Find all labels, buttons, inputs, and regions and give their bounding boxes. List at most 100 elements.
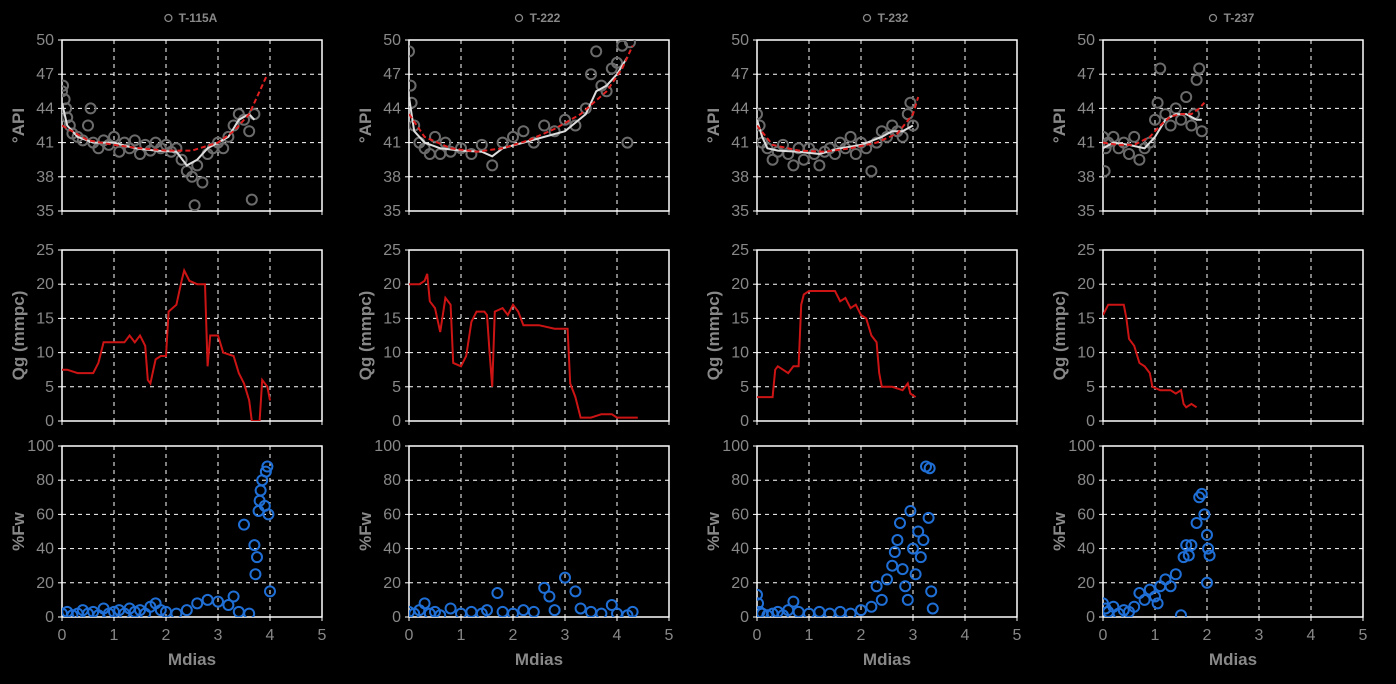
well-2-api-ylabel: °API: [356, 108, 375, 143]
well-3-api-point-31: [904, 96, 917, 109]
well-4-fw-xlabel: Mdias: [1209, 650, 1257, 669]
well-3-api-point-8: [787, 159, 800, 172]
well-4-api-ytick-label-4: 47: [1077, 66, 1095, 83]
well-1-fw-point-41: [262, 508, 275, 521]
well-4-fw-point-11: [1149, 590, 1161, 603]
well-4-fw-panel: 0 20 40 60 80 100 0 1 2 3 4 5 %Fw Mdias: [1050, 438, 1368, 669]
well-4-qg-ytick-label-5: 25: [1077, 242, 1095, 259]
well-2-api-ytick-label-4: 47: [383, 66, 401, 83]
well-1-fw-ytick-label-5: 100: [27, 438, 54, 455]
well-4-fw-point-22: [1190, 516, 1203, 529]
well-2-fw-point-11: [481, 604, 493, 617]
well-2-api-point-21: [559, 113, 571, 126]
well-1-fw-point-39: [259, 465, 272, 478]
well-3-fw-xlabel: Mdias: [863, 650, 911, 669]
well-1-fw-ytick-label-2: 40: [36, 541, 54, 558]
well-2-api-ytick-label-1: 38: [383, 169, 401, 186]
well-2-title-text: T-222: [530, 11, 561, 25]
well-3-api-point-32: [907, 119, 919, 132]
well-3-fw-point-26: [899, 580, 912, 593]
well-2-api-point-29: [611, 56, 623, 69]
well-3-fw-ytick-label-4: 80: [731, 472, 749, 489]
well-1-api-ytick-label-0: 35: [36, 203, 54, 220]
well-4-fw-point-10: [1143, 583, 1156, 596]
well-4-fw-ytick-label-1: 20: [1077, 575, 1095, 592]
well-1-fw-xtick-label-2: 2: [162, 627, 171, 644]
well-3-fw-point-37: [925, 585, 938, 598]
well-2-fw-point-7: [444, 602, 457, 615]
well-4-api-point-16: [1164, 119, 1177, 132]
well-2-api-point-16: [507, 130, 519, 143]
well-4-api-plot-area: [1103, 62, 1208, 178]
well-1-fw-point-36: [254, 484, 267, 497]
well-1-fw-point-21: [170, 607, 183, 617]
well-4-api-point-24: [1195, 125, 1208, 138]
well-4-fw-point-16: [1169, 568, 1182, 581]
well-4-fw-point-15: [1164, 580, 1177, 593]
well-2-fw-xtick-label-1: 1: [457, 627, 466, 644]
well-2-api-point-24: [585, 68, 597, 81]
well-1-fw-frame: [61, 445, 323, 618]
well-2-api-panel: 35 38 41 44 47 50 °API: [356, 32, 670, 220]
well-3-fw-point-33: [917, 534, 930, 547]
well-2-fw-point-19: [548, 604, 561, 617]
well-2-fw-xtick-label-4: 4: [613, 627, 622, 644]
well-1-api-ytick-label-2: 41: [36, 135, 54, 152]
well-2-fw-point-22: [574, 602, 587, 615]
well-3-fw-point-23: [891, 534, 904, 547]
well-4-fw-ylabel: %Fw: [1050, 511, 1069, 551]
well-4-qg-ytick-label-0: 0: [1086, 413, 1095, 430]
well-2-fw-panel: 0 20 40 60 80 100 0 1 2 3 4 5 %Fw Mdias: [356, 438, 674, 669]
well-3-fw-point-19: [875, 593, 888, 606]
well-1-fw-point-24: [201, 593, 214, 606]
well-4-qg-ytick-label-1: 5: [1086, 379, 1095, 396]
well-1-qg-panel: 0 5 10 15 20 25 Qg (mmpc): [9, 242, 323, 430]
well-4-fw-ytick-label-5: 100: [1068, 438, 1095, 455]
well-3-fw-xtick-label-2: 2: [857, 627, 866, 644]
well-3-api-point-0: [757, 108, 763, 121]
well-2-fw-point-12: [491, 587, 504, 600]
well-3-qg-ytick-label-3: 15: [731, 310, 749, 327]
well-3-api-plot-area: [757, 96, 920, 178]
well-1-fw-xtick-label-0: 0: [58, 627, 67, 644]
well-4-fw-point-7: [1128, 600, 1141, 613]
well-3-fw-point-12: [813, 605, 826, 617]
well-4-api-point-12: [1149, 113, 1161, 126]
well-2-title-marker-icon: [514, 13, 524, 23]
well-3-title: T-232: [862, 11, 909, 25]
well-2-fw-point-9: [465, 605, 478, 617]
well-2-fw-ytick-label-3: 60: [383, 506, 401, 523]
well-3-api-point-13: [813, 159, 826, 172]
well-1-title-text: T-115A: [179, 11, 218, 25]
well-3-fw-frame: [756, 445, 1018, 618]
well-3-qg-ytick-label-4: 20: [731, 276, 749, 293]
well-1-fw-ytick-label-4: 80: [36, 472, 54, 489]
well-2-api-smooth-line: [409, 56, 629, 158]
well-1-fw-point-31: [248, 539, 261, 552]
well-4-api-point-18: [1175, 113, 1187, 126]
well-4-api-point-8: [1128, 130, 1141, 143]
well-3-fw-point-15: [844, 607, 857, 617]
well-2-fw-point-15: [517, 604, 530, 617]
well-4-fw-point-17: [1175, 609, 1187, 617]
well-3-qg-ytick-label-1: 5: [740, 379, 749, 396]
well-4-fw-point-26: [1201, 528, 1213, 541]
well-3-qg-ytick-label-5: 25: [731, 242, 749, 259]
well-2-fw-ytick-label-5: 100: [374, 438, 401, 455]
well-2-fw-ytick-label-4: 80: [383, 472, 401, 489]
well-4-api-point-20: [1185, 119, 1198, 132]
well-2-api-point-19: [538, 119, 551, 132]
well-2-api-point-12: [465, 148, 478, 160]
well-2-api-ytick-label-5: 50: [383, 32, 401, 49]
well-1-qg-ytick-label-5: 25: [36, 242, 54, 259]
well-4-fw-point-23: [1193, 491, 1206, 504]
well-4-api-trend-line: [1103, 102, 1206, 146]
well-2-fw-xlabel: Mdias: [515, 650, 563, 669]
well-1-qg-frame: [61, 249, 323, 422]
well-2-qg-ytick-label-1: 5: [392, 379, 401, 396]
well-4-fw-xtick-label-2: 2: [1203, 627, 1212, 644]
well-2-qg-panel: 0 5 10 15 20 25 Qg (mmpc): [356, 242, 670, 430]
well-3-api-point-3: [761, 142, 774, 155]
well-1-api-point-16: [113, 145, 126, 158]
well-1-fw-plot-area: [62, 460, 276, 617]
